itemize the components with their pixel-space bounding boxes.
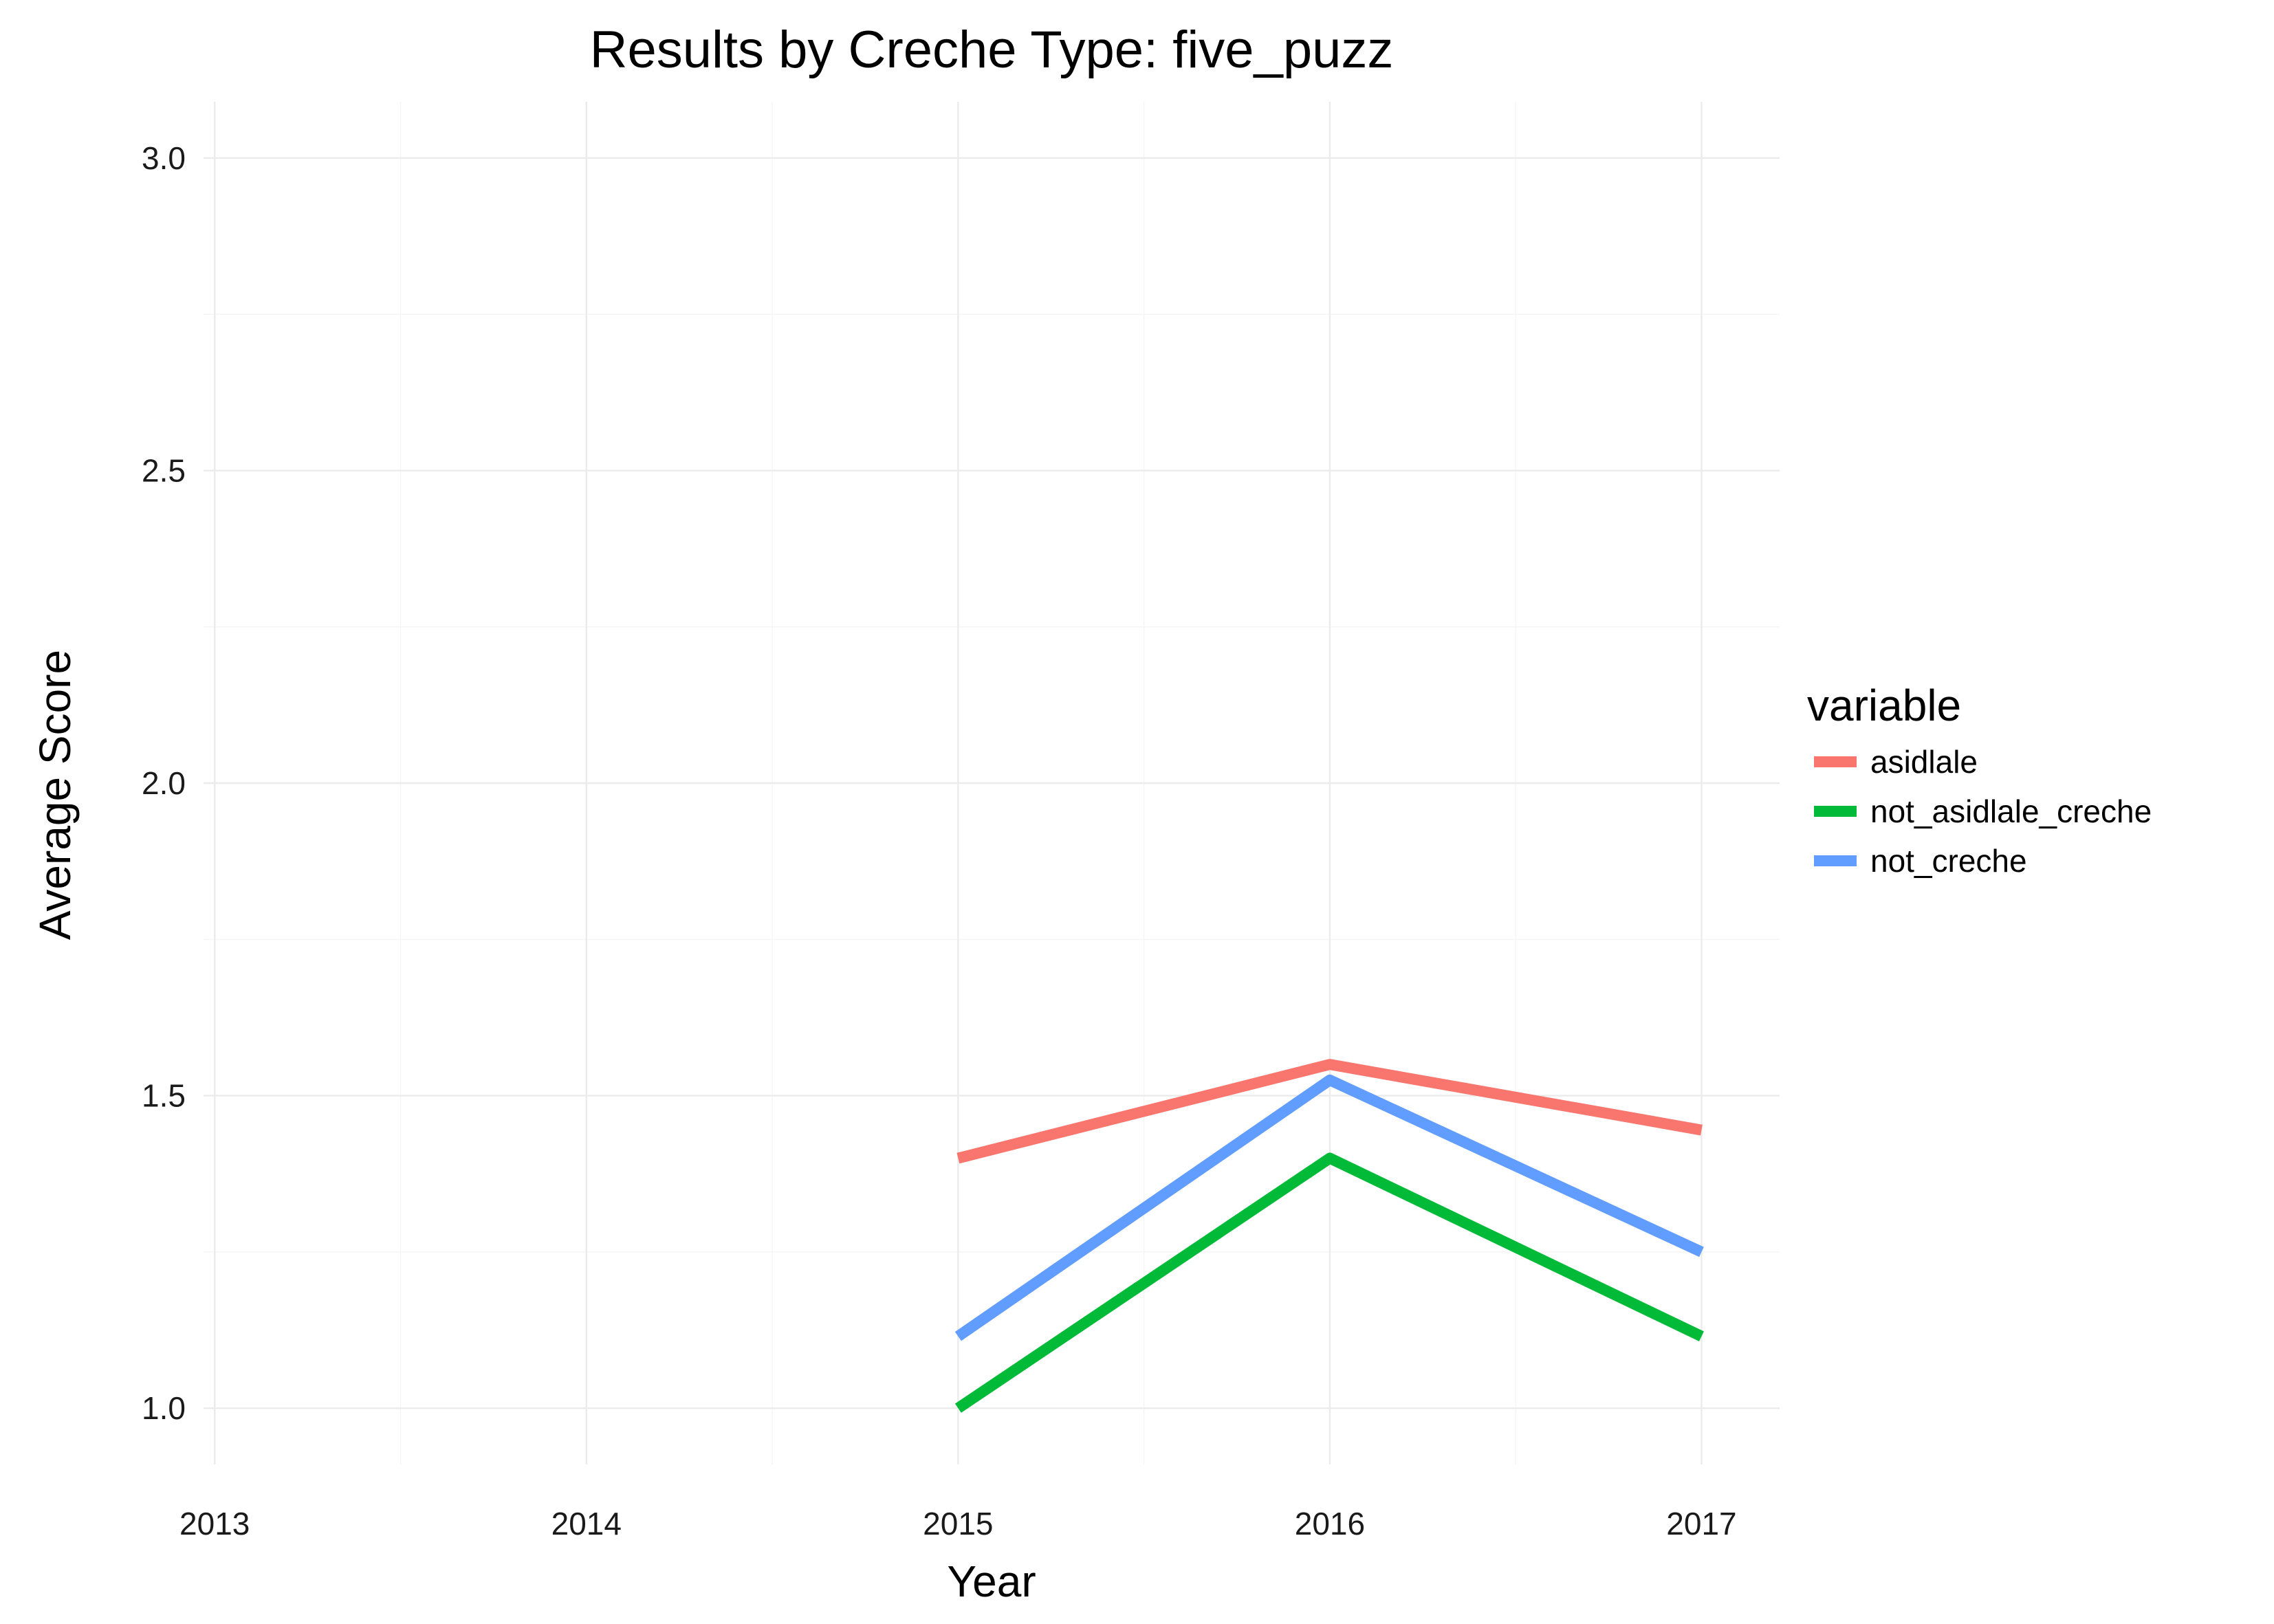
y-tick-label: 1.0 [142,1390,186,1426]
y-tick-label: 1.5 [142,1078,186,1114]
x-tick-label: 2015 [923,1506,993,1541]
x-axis-tick-labels: 2013 2014 2015 2016 2017 [179,1506,1737,1541]
series-lines [954,1059,1704,1413]
y-axis-tick-labels: 1.0 1.5 2.0 2.5 3.0 [142,140,186,1426]
chart-title: Results by Creche Type: five_puzz [590,21,1394,79]
legend-label: not_creche [1870,843,2027,879]
x-tick-label: 2017 [1666,1506,1736,1541]
legend-label: asidlale [1870,744,1978,780]
x-tick-label: 2014 [551,1506,622,1541]
y-tick-label: 2.5 [142,452,186,488]
series-line-asidlale [956,1059,1703,1164]
series-line-not-creche [954,1074,1704,1341]
y-tick-label: 3.0 [142,140,186,176]
x-axis-title: Year [947,1557,1036,1606]
legend-title: variable [1807,681,1961,730]
legend: variable asidlale not_asidlale_creche not_… [1807,681,2152,879]
y-axis-title: Average Score [30,650,80,940]
series-line-not-asidlale-creche [954,1152,1704,1413]
major-gridlines [204,102,1780,1464]
y-tick-label: 2.0 [142,765,186,801]
legend-label: not_asidlale_creche [1870,793,2152,829]
x-tick-label: 2016 [1295,1506,1365,1541]
x-tick-label: 2013 [179,1506,250,1541]
